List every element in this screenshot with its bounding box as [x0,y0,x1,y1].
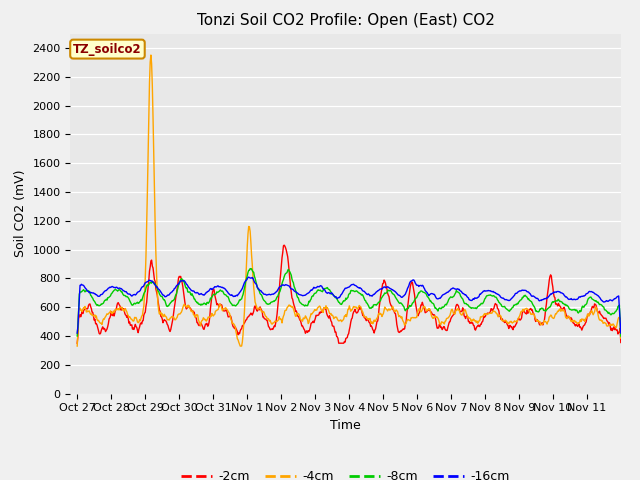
Text: TZ_soilco2: TZ_soilco2 [73,43,142,56]
Y-axis label: Soil CO2 (mV): Soil CO2 (mV) [14,170,27,257]
Legend: -2cm, -4cm, -8cm, -16cm: -2cm, -4cm, -8cm, -16cm [176,465,515,480]
X-axis label: Time: Time [330,419,361,432]
Title: Tonzi Soil CO2 Profile: Open (East) CO2: Tonzi Soil CO2 Profile: Open (East) CO2 [196,13,495,28]
